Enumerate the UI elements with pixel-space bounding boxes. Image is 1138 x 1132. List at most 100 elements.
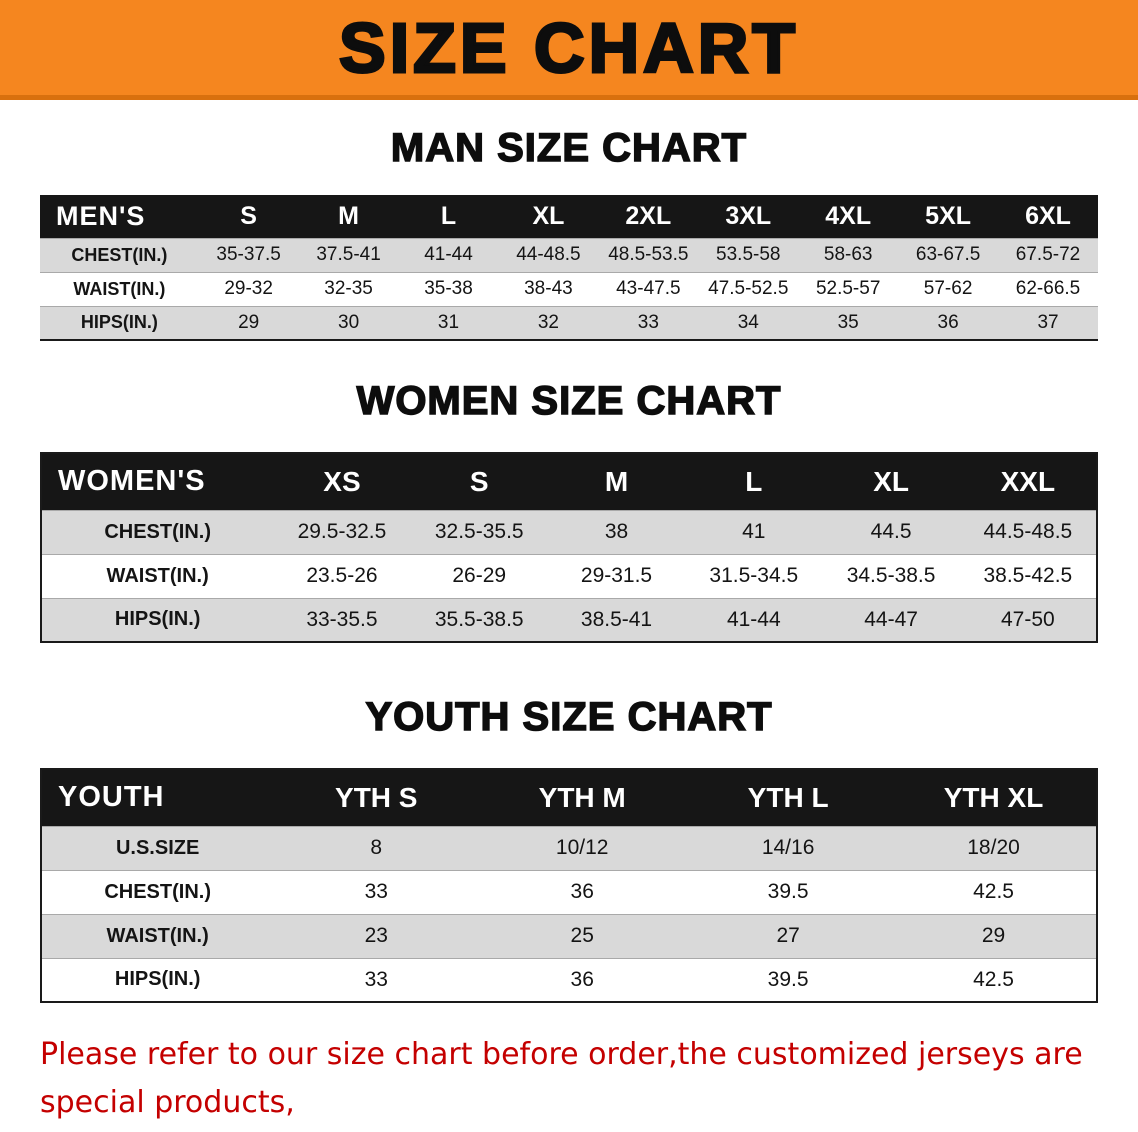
size-value-cell: 29.5-32.5	[273, 509, 411, 554]
disclaimer-line-2: we don't accept cancel, change, teturn o…	[40, 1127, 1098, 1132]
size-table: WOMEN'S XS S M L XL XXL CHEST(IN.) 29.5-32.5 32.5…	[40, 452, 1098, 643]
size-value-cell: 39.5	[685, 957, 892, 1002]
size-value-cell: 37.5-41	[298, 237, 399, 272]
mens-size-table: MEN'S S M L XL 2XL 3XL 4XL 5XL 6XL CHEST(IN.) 35-37…	[40, 195, 1098, 341]
size-value-cell: 32-35	[298, 271, 399, 306]
youth-size-table: YOUTH YTH S YTH M YTH L YTH XL U.S.SIZE 8 10/12…	[40, 768, 1098, 1003]
size-column-header: YTH L	[685, 769, 892, 826]
size-value-cell: 63-67.5	[898, 237, 999, 272]
measurement-row: HIPS(IN.) 29 30 31 32 33 34 35 36 37	[40, 305, 1098, 340]
size-value-cell: 8	[273, 825, 480, 870]
size-value-cell: 31	[398, 305, 499, 340]
size-value-cell: 33-35.5	[273, 597, 411, 642]
size-header-row: WOMEN'S XS S M L XL XXL	[41, 453, 1097, 510]
women-size-heading: WOMEN SIZE CHART	[356, 378, 782, 424]
size-value-cell: 35.5-38.5	[410, 597, 548, 642]
size-value-cell: 33	[273, 957, 480, 1002]
size-column-header: XS	[273, 453, 411, 510]
size-table: YOUTH YTH S YTH M YTH L YTH XL U.S.SIZE 8 10/12…	[40, 768, 1098, 1003]
size-value-cell: 44-47	[822, 597, 960, 642]
size-value-cell: 58-63	[798, 237, 899, 272]
size-value-cell: 30	[298, 305, 399, 340]
size-column-header: 2XL	[598, 195, 699, 238]
size-column-header: M	[298, 195, 399, 238]
size-value-cell: 37	[998, 305, 1098, 340]
size-column-header: S	[198, 195, 299, 238]
size-value-cell: 29-31.5	[547, 553, 686, 598]
size-value-cell: 27	[685, 913, 892, 958]
row-label: WAIST(IN.)	[41, 553, 274, 598]
size-value-cell: 26-29	[410, 553, 548, 598]
size-value-cell: 14/16	[685, 825, 892, 870]
measurement-row: CHEST(IN.) 35-37.5 37.5-41 41-44 44-48.5 48.5…	[40, 237, 1098, 272]
size-value-cell: 29	[198, 305, 299, 340]
size-column-header: YTH S	[273, 769, 480, 826]
row-label: HIPS(IN.)	[40, 305, 199, 340]
banner: SIZE CHART	[0, 0, 1138, 100]
size-column-header: L	[685, 453, 823, 510]
size-value-cell: 43-47.5	[598, 271, 699, 306]
size-value-cell: 38.5-42.5	[959, 553, 1097, 598]
size-value-cell: 39.5	[685, 869, 892, 914]
man-size-heading: MAN SIZE CHART	[390, 125, 748, 171]
size-value-cell: 36	[898, 305, 999, 340]
size-column-header: S	[410, 453, 548, 510]
size-value-cell: 41-44	[685, 597, 823, 642]
size-value-cell: 41-44	[398, 237, 499, 272]
measurement-row: HIPS(IN.) 33-35.5 35.5-38.5 38.5-41 41-44 44-…	[41, 597, 1097, 642]
size-value-cell: 33	[598, 305, 699, 340]
size-column-header: 3XL	[698, 195, 799, 238]
size-value-cell: 57-62	[898, 271, 999, 306]
size-value-cell: 32.5-35.5	[410, 509, 548, 554]
size-column-header: XL	[822, 453, 960, 510]
size-value-cell: 44.5-48.5	[959, 509, 1097, 554]
row-label: U.S.SIZE	[41, 825, 274, 870]
measurement-row: CHEST(IN.) 29.5-32.5 32.5-35.5 38 41 44.5 44.5…	[41, 509, 1097, 554]
size-value-cell: 53.5-58	[698, 237, 799, 272]
size-value-cell: 29	[891, 913, 1097, 958]
row-label: WAIST(IN.)	[41, 913, 274, 958]
size-column-header: 6XL	[998, 195, 1098, 238]
size-column-header: L	[398, 195, 499, 238]
size-value-cell: 47.5-52.5	[698, 271, 799, 306]
size-value-cell: 42.5	[891, 957, 1097, 1002]
size-header-row: MEN'S S M L XL 2XL 3XL 4XL 5XL 6XL	[40, 195, 1098, 238]
women-size-section: WOMEN SIZE CHART WOMEN'S XS S M L XL XXL CHEST(…	[0, 378, 1138, 643]
size-value-cell: 67.5-72	[998, 237, 1098, 272]
size-value-cell: 10/12	[479, 825, 686, 870]
size-value-cell: 38.5-41	[547, 597, 686, 642]
table-corner-label: WOMEN'S	[41, 453, 274, 510]
row-label: CHEST(IN.)	[41, 509, 274, 554]
size-value-cell: 36	[479, 869, 686, 914]
size-value-cell: 31.5-34.5	[685, 553, 823, 598]
measurement-row: HIPS(IN.) 33 36 39.5 42.5	[41, 957, 1097, 1002]
size-column-header: YTH XL	[891, 769, 1097, 826]
table-corner-label: MEN'S	[40, 195, 199, 238]
page-title: SIZE CHART	[338, 7, 799, 88]
size-value-cell: 34.5-38.5	[822, 553, 960, 598]
size-value-cell: 52.5-57	[798, 271, 899, 306]
size-table: MEN'S S M L XL 2XL 3XL 4XL 5XL 6XL CHEST(IN.) 35-37…	[40, 195, 1098, 341]
measurement-row: WAIST(IN.) 23 25 27 29	[41, 913, 1097, 958]
size-value-cell: 42.5	[891, 869, 1097, 914]
size-header-row: YOUTH YTH S YTH M YTH L YTH XL	[41, 769, 1097, 826]
womens-size-table: WOMEN'S XS S M L XL XXL CHEST(IN.) 29.5-32.5 32.5…	[40, 452, 1098, 643]
table-corner-label: YOUTH	[41, 769, 274, 826]
row-label: CHEST(IN.)	[41, 869, 274, 914]
size-column-header: XL	[498, 195, 599, 238]
size-value-cell: 23.5-26	[273, 553, 411, 598]
size-column-header: XXL	[959, 453, 1097, 510]
youth-size-heading: YOUTH SIZE CHART	[365, 694, 773, 740]
size-value-cell: 62-66.5	[998, 271, 1098, 306]
size-column-header: M	[547, 453, 686, 510]
youth-size-section: YOUTH SIZE CHART YOUTH YTH S YTH M YTH L YTH…	[0, 694, 1138, 1003]
size-value-cell: 23	[273, 913, 480, 958]
row-label: WAIST(IN.)	[40, 271, 199, 306]
size-value-cell: 35	[798, 305, 899, 340]
disclaimer-line-1: Please refer to our size chart before or…	[40, 1037, 1083, 1120]
row-label: HIPS(IN.)	[41, 597, 274, 642]
size-value-cell: 44-48.5	[498, 237, 599, 272]
size-value-cell: 41	[685, 509, 823, 554]
size-value-cell: 33	[273, 869, 480, 914]
